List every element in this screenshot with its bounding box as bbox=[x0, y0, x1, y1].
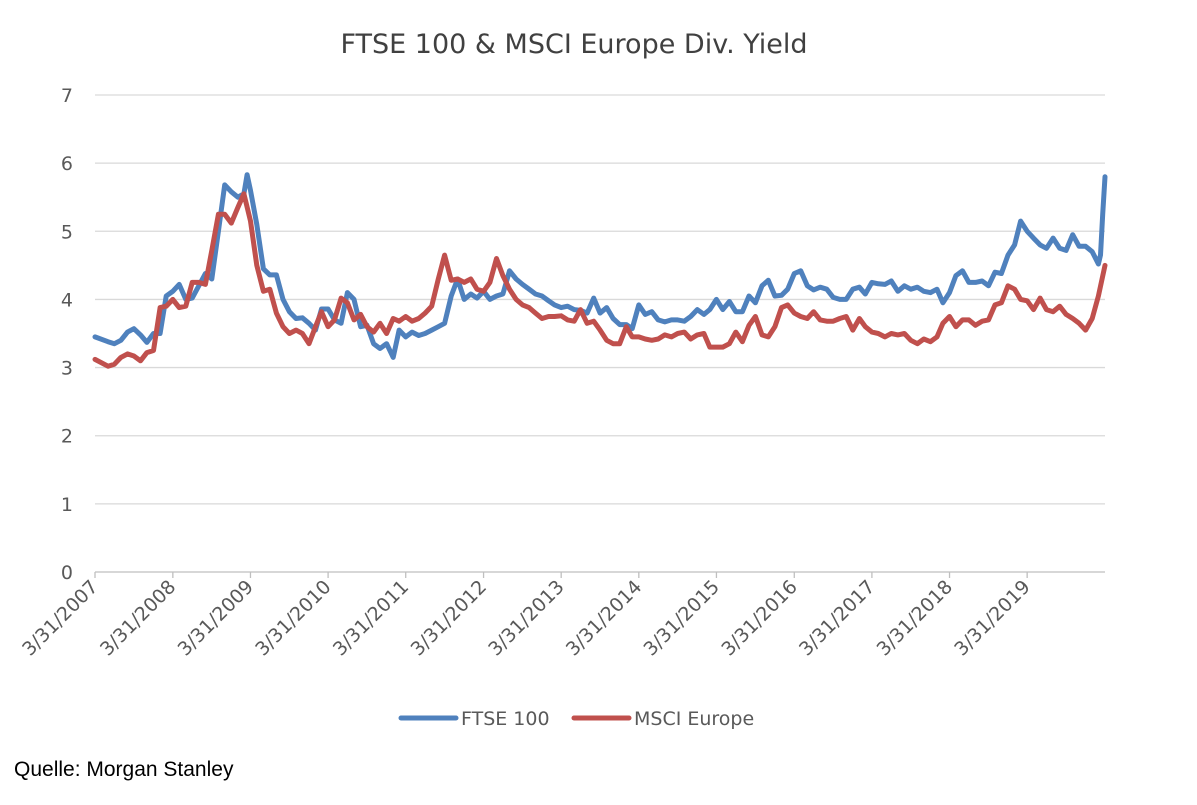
series-line-ftse-100 bbox=[92, 172, 1108, 360]
x-tick-label: 3/31/2009 bbox=[174, 576, 258, 660]
y-tick-label: 1 bbox=[61, 494, 73, 516]
x-tick-label: 3/31/2015 bbox=[640, 576, 724, 660]
y-tick-label: 5 bbox=[61, 221, 73, 243]
x-tick-label: 3/31/2017 bbox=[795, 576, 879, 660]
series-line-msci-europe bbox=[92, 191, 1108, 369]
x-tick-label: 3/31/2014 bbox=[562, 576, 646, 660]
x-tick-label: 3/31/2007 bbox=[18, 576, 102, 660]
y-tick-label: 3 bbox=[61, 358, 73, 380]
x-tick-label: 3/31/2012 bbox=[407, 576, 491, 660]
y-tick-label: 0 bbox=[61, 562, 73, 584]
x-tick-label: 3/31/2018 bbox=[873, 576, 957, 660]
x-tick-label: 3/31/2013 bbox=[484, 576, 568, 660]
source-note: Quelle: Morgan Stanley bbox=[14, 758, 234, 781]
x-axis: 3/31/20073/31/20083/31/20093/31/20103/31… bbox=[18, 571, 1105, 660]
y-tick-label: 4 bbox=[61, 289, 73, 311]
x-tick-label: 3/31/2019 bbox=[950, 576, 1034, 660]
x-tick-label: 3/31/2011 bbox=[329, 576, 413, 660]
gridlines bbox=[95, 94, 1105, 505]
x-tick-label: 3/31/2016 bbox=[717, 576, 801, 660]
chart-title: FTSE 100 & MSCI Europe Div. Yield bbox=[340, 29, 807, 60]
legend-label-msci-europe: MSCI Europe bbox=[634, 708, 754, 730]
series-lines bbox=[92, 172, 1108, 369]
y-tick-label: 6 bbox=[61, 153, 73, 175]
y-tick-label: 7 bbox=[61, 85, 73, 107]
x-tick-label: 3/31/2008 bbox=[96, 576, 180, 660]
y-axis-ticks: 0 1 2 3 4 5 6 7 bbox=[61, 85, 73, 584]
legend: FTSE 100 MSCI Europe bbox=[398, 708, 754, 730]
y-tick-label: 2 bbox=[61, 426, 73, 448]
x-tick-label: 3/31/2010 bbox=[251, 576, 335, 660]
legend-label-ftse-100: FTSE 100 bbox=[461, 708, 550, 730]
